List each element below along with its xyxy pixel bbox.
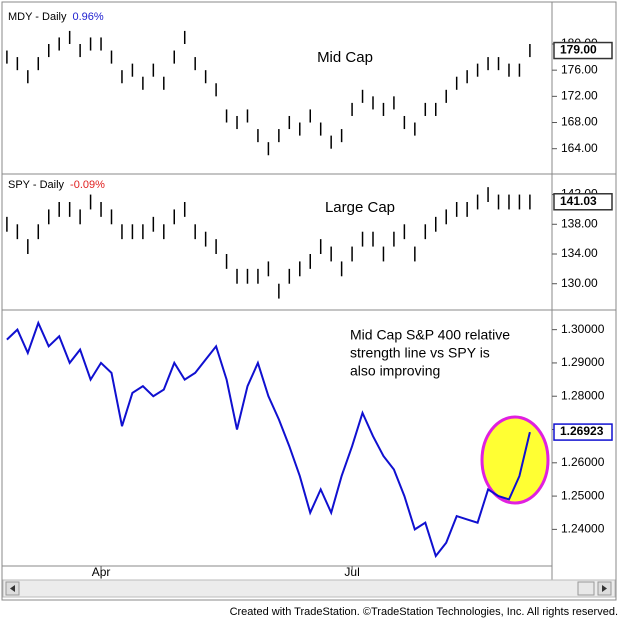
y-tick-label: 138.00 [561, 216, 598, 230]
last-value-box [553, 41, 613, 60]
y-tick-label: 134.00 [561, 246, 598, 260]
y-tick-label: 172.00 [561, 89, 598, 103]
last-value-label: 1.26923 [560, 424, 604, 438]
last-value-box [553, 423, 613, 441]
annotation: also improving [350, 363, 440, 379]
panel-title: SPY - Daily [8, 179, 65, 191]
arrow-icon [10, 585, 15, 592]
x-tick-label: Jul [344, 565, 359, 579]
y-tick-label: 130.00 [561, 276, 598, 290]
annotation: Mid Cap [317, 49, 373, 66]
last-value-label: 141.03 [560, 194, 597, 208]
y-tick-label: 168.00 [561, 115, 598, 129]
y-tick-label: 1.30000 [561, 322, 605, 336]
y-tick-label: 1.29000 [561, 355, 605, 369]
rs-line [6, 320, 531, 559]
y-tick-label: 1.28000 [561, 388, 605, 402]
last-value-box [553, 193, 613, 211]
change-label: -0.09% [70, 179, 105, 191]
annotation: Large Cap [325, 199, 395, 216]
scrollbar[interactable] [2, 579, 616, 598]
panel-title: MDY - Daily [8, 11, 67, 23]
y-tick-label: 1.26000 [561, 455, 605, 469]
footer: Created with TradeStation. ©TradeStation… [230, 606, 618, 618]
y-tick-label: 176.00 [561, 62, 598, 76]
annotation: strength line vs SPY is [350, 345, 490, 361]
last-value-label: 179.00 [560, 43, 597, 57]
change-label: 0.96% [72, 11, 103, 23]
highlight-ellipse [480, 415, 550, 505]
y-tick-label: 164.00 [561, 141, 598, 155]
y-tick-label: 1.24000 [561, 522, 605, 536]
scroll-thumb[interactable] [577, 581, 595, 596]
x-tick-label: Apr [92, 565, 111, 579]
annotation: Mid Cap S&P 400 relative [350, 327, 510, 343]
y-tick-label: 1.25000 [561, 488, 605, 502]
arrow-icon [602, 585, 607, 592]
